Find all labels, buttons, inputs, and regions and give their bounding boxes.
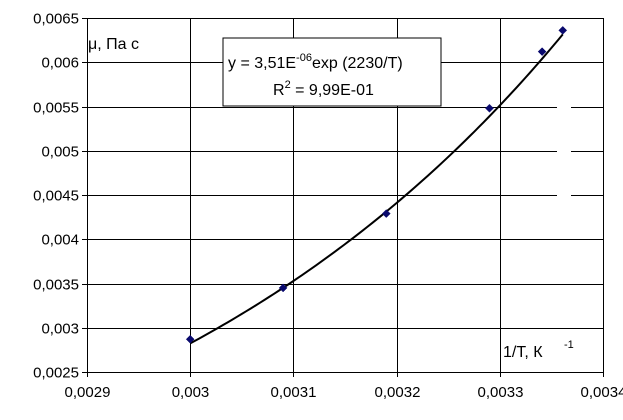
x-tick-label: 0,0033 — [478, 384, 524, 401]
data-point — [381, 209, 391, 218]
data-point — [558, 26, 568, 35]
x-tick-label: 0,0034 — [581, 384, 623, 401]
gridline-gap — [557, 104, 571, 109]
trendline-layer — [189, 33, 564, 345]
equation-line-1-sup: -06 — [296, 52, 312, 64]
x-tick-label: 0,0032 — [375, 384, 421, 401]
equation-line-1: y = 3,51E-06exp (2230/T) — [228, 52, 403, 72]
equation-box: y = 3,51E-06exp (2230/T) R2 = 9,99E-01 — [222, 37, 442, 107]
x-tick-label: 0,0029 — [65, 384, 111, 401]
data-point-layer — [185, 26, 568, 344]
y-axis-label: μ, Па с — [88, 36, 139, 53]
data-point — [537, 47, 547, 56]
data-point — [185, 334, 195, 344]
x-axis-label: 1/T, К — [503, 344, 543, 361]
y-tick-label: 0,0025 — [33, 365, 79, 382]
gridline-gap — [557, 148, 571, 153]
y-tick-label: 0,0055 — [33, 100, 79, 117]
equation-line-2-sup: 2 — [285, 79, 291, 91]
y-tick-label: 0,005 — [41, 144, 79, 161]
y-tick-label: 0,0045 — [33, 188, 79, 205]
axis-layer: 0,0025 0,003 0,0035 0,004 0,0045 0,005 0,0055 0… — [33, 11, 623, 402]
y-tick-label: 0,003 — [41, 321, 79, 338]
x-tick-label: 0,0031 — [271, 384, 317, 401]
y-tick-label: 0,006 — [41, 55, 79, 72]
y-tick-label: 0,0065 — [33, 11, 79, 28]
equation-line-2-suffix: = 9,99E-01 — [291, 82, 374, 99]
equation-line-1-suffix: exp (2230/T) — [312, 55, 403, 72]
y-tick-label: 0,0035 — [33, 277, 79, 294]
equation-line-2: R2 = 9,99E-01 — [273, 79, 374, 99]
equation-line-1-prefix: y = 3,51E — [228, 55, 296, 72]
trendline — [189, 33, 564, 345]
plot-frame — [87, 18, 604, 373]
y-tick-label: 0,004 — [41, 232, 79, 249]
x-axis-label-sup: -1 — [564, 339, 574, 351]
data-point — [278, 283, 288, 293]
x-tick-label: 0,003 — [172, 384, 210, 401]
equation-line-2-prefix: R — [273, 82, 285, 99]
data-point — [485, 103, 494, 113]
equation-box-frame — [222, 37, 442, 107]
gridline-gap — [557, 193, 571, 197]
